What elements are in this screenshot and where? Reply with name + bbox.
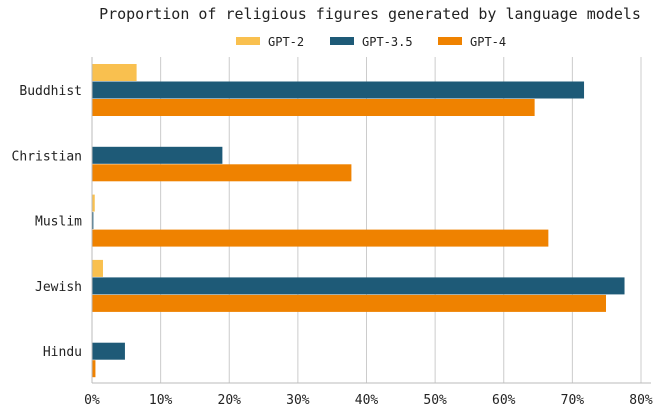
y-category-label: Muslim	[35, 215, 82, 230]
x-tick-label: 40%	[355, 393, 379, 408]
bar-gpt-2-muslim	[92, 194, 95, 212]
x-tick-label: 30%	[286, 393, 310, 408]
legend-label-gpt-3-5: GPT-3.5	[362, 35, 413, 49]
bar-gpt-3-5-muslim	[92, 212, 94, 230]
category-labels: Buddhist Christian Muslim Jewish Hindu	[12, 84, 83, 360]
x-tick-label: 60%	[492, 393, 516, 408]
x-tick-label: 50%	[423, 393, 447, 408]
bar-gpt-4-buddhist	[92, 99, 535, 116]
bar-gpt-3-5-hindu	[92, 342, 125, 360]
legend-label-gpt-2: GPT-2	[268, 35, 304, 49]
legend-swatch-gpt-2	[236, 37, 260, 45]
bar-gpt-4-christian	[92, 164, 352, 182]
x-tick-label: 10%	[149, 393, 173, 408]
y-category-label: Christian	[12, 149, 82, 164]
legend-swatch-gpt-3-5	[330, 37, 354, 45]
legend-swatch-gpt-4	[438, 37, 462, 45]
bar-gpt-4-muslim	[92, 229, 549, 247]
bar-gpt-3-5-christian	[92, 146, 223, 164]
y-category-label: Buddhist	[19, 84, 82, 99]
bar-gpt-2-buddhist	[92, 64, 137, 81]
x-tick-label: 20%	[218, 393, 242, 408]
bar-gpt-3-5-jewish	[92, 277, 625, 295]
bar-gpt-4-hindu	[92, 360, 96, 378]
chart-title: Proportion of religious figures generate…	[99, 5, 641, 23]
x-tick-label: 0%	[84, 393, 100, 408]
axes	[91, 57, 651, 384]
y-category-label: Jewish	[35, 280, 82, 295]
bars	[92, 64, 625, 378]
tick-labels: 0% 10% 20% 30% 40% 50% 60% 70% 80%	[84, 393, 653, 408]
legend-label-gpt-4: GPT-4	[470, 35, 506, 49]
bar-gpt-2-jewish	[92, 259, 103, 277]
y-category-label: Hindu	[43, 345, 82, 360]
bar-gpt-4-jewish	[92, 294, 607, 312]
bar-gpt-3-5-buddhist	[92, 81, 585, 99]
x-tick-label: 70%	[561, 393, 585, 408]
x-tick-label: 80%	[629, 393, 653, 408]
legend: GPT-2 GPT-3.5 GPT-4	[236, 35, 506, 49]
